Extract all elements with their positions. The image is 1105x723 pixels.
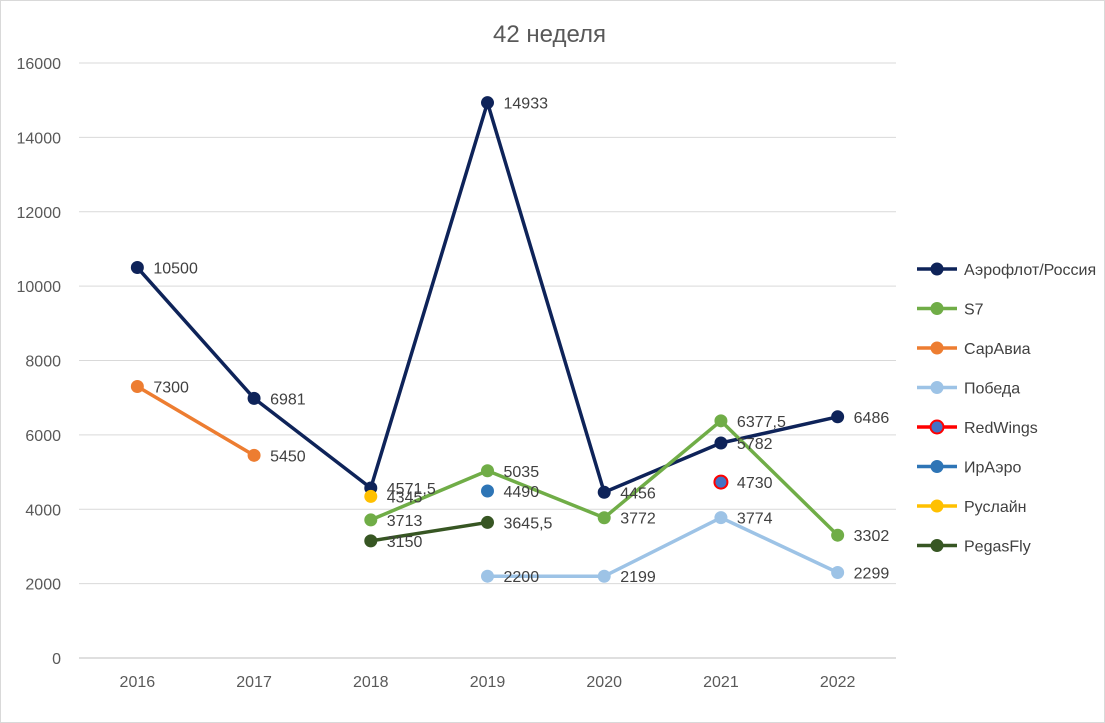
data-label: 4730 — [737, 475, 773, 492]
data-label: 6981 — [270, 391, 306, 408]
data-point — [247, 448, 261, 462]
data-point — [481, 464, 494, 478]
data-point — [364, 513, 378, 527]
data-point — [481, 96, 494, 110]
legend-label: S7 — [964, 302, 984, 319]
data-label: 3150 — [387, 534, 423, 551]
chart-title: 42 неделя — [493, 21, 606, 48]
data-label: 6377,5 — [737, 414, 786, 431]
x-tick-label: 2016 — [120, 674, 156, 691]
x-tick-label: 2021 — [703, 674, 739, 691]
data-point — [714, 436, 728, 450]
legend-label: Аэрофлот/Россия — [964, 262, 1096, 279]
data-label: 6486 — [854, 410, 890, 427]
x-tick-label: 2022 — [820, 674, 856, 691]
legend-marker — [930, 262, 944, 276]
x-tick-label: 2020 — [586, 674, 622, 691]
legend-label: RedWings — [964, 420, 1038, 437]
data-label: 10500 — [153, 261, 198, 278]
data-point — [597, 485, 611, 499]
x-tick-label: 2017 — [236, 674, 272, 691]
legend-label: СарАвиа — [964, 341, 1031, 358]
x-tick-label: 2018 — [353, 674, 389, 691]
data-label: 14933 — [504, 96, 549, 113]
data-point — [364, 489, 378, 503]
legend-label: Победа — [964, 381, 1020, 398]
series-line — [485, 515, 840, 578]
legend-label: PegasFly — [964, 539, 1031, 556]
y-tick-label: 0 — [52, 651, 61, 668]
data-point — [481, 484, 494, 498]
data-point — [714, 414, 728, 428]
data-point — [247, 391, 261, 405]
data-point — [481, 515, 494, 529]
data-label: 5035 — [504, 464, 540, 481]
series-line — [369, 520, 490, 543]
data-label: 3772 — [620, 511, 656, 528]
data-point — [130, 380, 144, 394]
data-label: 3713 — [387, 513, 423, 530]
data-point — [831, 528, 845, 542]
data-label: 4456 — [620, 485, 656, 502]
data-point — [481, 569, 494, 583]
legend-marker — [930, 499, 944, 513]
data-label: 3645,5 — [504, 515, 553, 532]
data-label: 4345 — [387, 489, 423, 506]
data-label: 4571,5 — [387, 481, 436, 498]
data-label: 3302 — [854, 528, 890, 545]
data-point — [364, 534, 378, 548]
y-tick-label: 12000 — [17, 205, 62, 222]
data-point — [713, 474, 729, 490]
data-point — [597, 569, 611, 583]
data-label: 3774 — [737, 511, 773, 528]
data-point — [831, 410, 845, 424]
data-point — [130, 261, 144, 275]
series-line — [135, 384, 256, 458]
legend-marker — [930, 539, 944, 552]
legend-label: Руслайн — [964, 499, 1027, 516]
legend-marker — [930, 341, 944, 355]
data-label: 2199 — [620, 569, 656, 586]
legend-marker — [930, 302, 944, 315]
data-label: 5450 — [270, 448, 306, 465]
data-label: 2200 — [504, 569, 540, 586]
y-tick-label: 8000 — [25, 354, 61, 371]
legend-marker — [929, 419, 945, 435]
data-label: 4490 — [504, 484, 540, 501]
data-label: 2299 — [854, 566, 890, 583]
data-point — [597, 511, 611, 525]
y-tick-label: 16000 — [17, 56, 62, 73]
data-label: 5782 — [737, 436, 773, 453]
y-tick-label: 4000 — [25, 502, 61, 519]
legend-label: ИрАэро — [964, 460, 1021, 477]
data-point — [714, 511, 728, 525]
y-tick-label: 6000 — [25, 428, 61, 445]
x-tick-label: 2019 — [470, 674, 506, 691]
data-label: 7300 — [153, 380, 189, 397]
y-tick-label: 10000 — [17, 279, 62, 296]
legend-marker — [930, 381, 944, 394]
data-point — [831, 566, 845, 580]
y-tick-label: 14000 — [17, 130, 62, 147]
legend-marker — [930, 460, 944, 473]
y-tick-label: 2000 — [25, 577, 61, 594]
